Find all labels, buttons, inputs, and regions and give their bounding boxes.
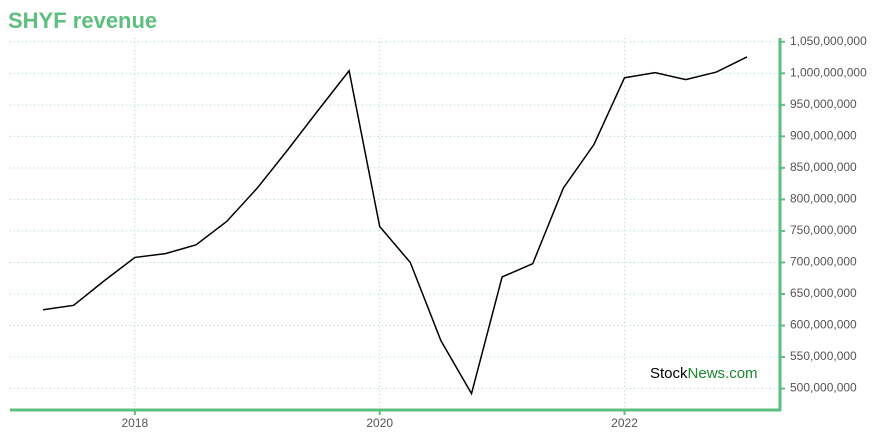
y-tick-label: 1,050,000,000 [790, 34, 867, 48]
y-tick-label: 800,000,000 [790, 192, 857, 206]
chart-title: SHYF revenue [8, 8, 157, 33]
line-series [42, 56, 748, 396]
grid [10, 38, 780, 410]
y-tick-label: 900,000,000 [790, 129, 857, 143]
x-tick-label: 2020 [366, 416, 393, 430]
watermark: StockNews.com [650, 365, 758, 382]
watermark-stock: Stock [650, 365, 688, 382]
y-tick-label: 850,000,000 [790, 160, 857, 174]
y-tick-label: 600,000,000 [790, 318, 857, 332]
y-tick-label: 1,000,000,000 [790, 65, 867, 79]
y-tick-label: 950,000,000 [790, 97, 857, 111]
x-tick-label: 2022 [611, 416, 638, 430]
y-tick-label: 550,000,000 [790, 349, 857, 363]
y-tick-label: 500,000,000 [790, 381, 857, 395]
y-tick-label: 750,000,000 [790, 223, 857, 237]
y-tick-label: 700,000,000 [790, 255, 857, 269]
x-tick-label: 2018 [122, 416, 149, 430]
y-tick-label: 650,000,000 [790, 286, 857, 300]
watermark-news: News.com [688, 365, 758, 382]
